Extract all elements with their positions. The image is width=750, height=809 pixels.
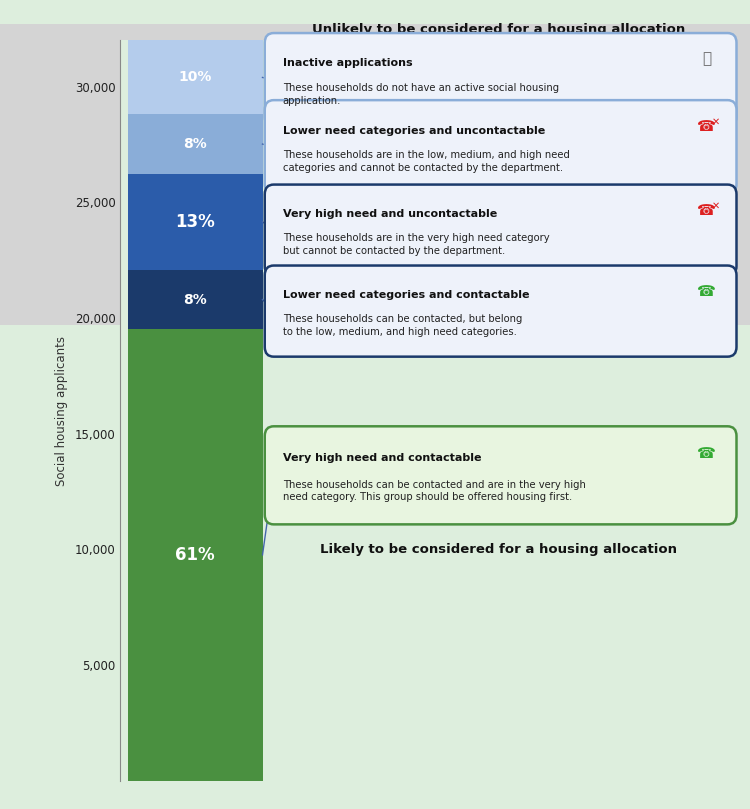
Text: These households are in the very high need category
but cannot be contacted by t: These households are in the very high ne… <box>283 233 549 256</box>
Text: These households do not have an active social housing
application.: These households do not have an active s… <box>283 83 559 106</box>
Text: Very high need and uncontactable: Very high need and uncontactable <box>283 210 497 219</box>
Text: ☎: ☎ <box>697 446 716 461</box>
Text: ✕: ✕ <box>712 117 720 127</box>
Text: 13%: 13% <box>175 213 214 231</box>
Text: Very high need and contactable: Very high need and contactable <box>283 453 482 463</box>
Bar <box>128 114 262 174</box>
Bar <box>128 270 262 329</box>
Text: ☎: ☎ <box>697 283 716 299</box>
Text: 61%: 61% <box>176 546 214 564</box>
Text: These households can be contacted and are in the very high
need category. This g: These households can be contacted and ar… <box>283 480 586 502</box>
Text: 8%: 8% <box>183 293 207 307</box>
Text: ✕: ✕ <box>712 201 720 211</box>
Text: 10%: 10% <box>178 70 212 84</box>
Text: Likely to be considered for a housing allocation: Likely to be considered for a housing al… <box>320 543 677 556</box>
Text: Lower need categories and uncontactable: Lower need categories and uncontactable <box>283 125 545 136</box>
Bar <box>128 329 262 781</box>
Text: Lower need categories and contactable: Lower need categories and contactable <box>283 290 530 300</box>
Text: Unlikely to be considered for a housing allocation: Unlikely to be considered for a housing … <box>312 23 686 36</box>
Text: ☎: ☎ <box>697 119 716 133</box>
Text: These households are in the low, medium, and high need
categories and cannot be : These households are in the low, medium,… <box>283 150 570 173</box>
Text: ☎: ☎ <box>697 202 716 218</box>
Text: These households can be contacted, but belong
to the low, medium, and high need : These households can be contacted, but b… <box>283 314 522 337</box>
Y-axis label: Social housing applicants: Social housing applicants <box>56 336 68 485</box>
Text: 8%: 8% <box>183 137 207 151</box>
Text: 🚫: 🚫 <box>702 52 711 66</box>
Bar <box>128 174 262 270</box>
Text: Inactive applications: Inactive applications <box>283 58 412 69</box>
Bar <box>128 40 262 114</box>
